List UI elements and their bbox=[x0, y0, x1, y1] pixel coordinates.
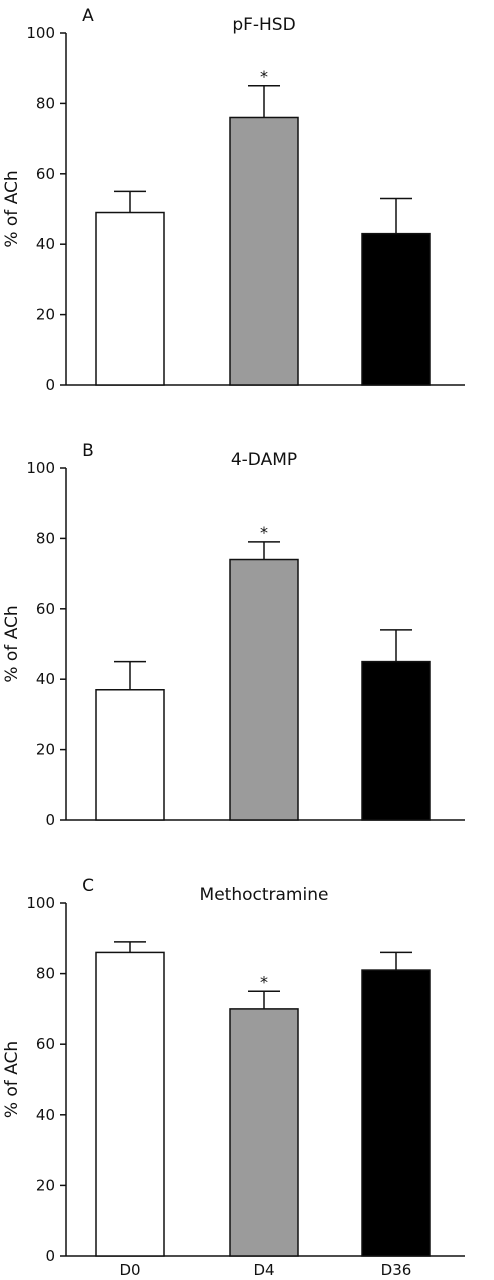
y-tick-label: 80 bbox=[36, 529, 55, 547]
panel-letter: B bbox=[82, 441, 94, 461]
panel-b: 0 20 40 60 80 100 % of ACh B 4-DAMP * bbox=[2, 441, 465, 829]
y-tick-label: 0 bbox=[45, 376, 55, 394]
y-axis-label: % of ACh bbox=[2, 1041, 22, 1118]
panel-letter: C bbox=[82, 876, 94, 896]
panel-c: 0 20 40 60 80 100 % of ACh C Methoctramine * D0 D4 D… bbox=[2, 876, 465, 1279]
bar-d0 bbox=[95, 689, 165, 821]
y-tick-label: 0 bbox=[45, 1247, 55, 1265]
y-tick-label: 100 bbox=[26, 459, 55, 477]
y-tick-label: 60 bbox=[36, 600, 55, 618]
significance-star: * bbox=[260, 67, 268, 86]
y-tick-label: 80 bbox=[36, 94, 55, 112]
y-tick-label: 100 bbox=[26, 894, 55, 912]
bar-d36 bbox=[361, 660, 431, 821]
y-tick-label: 80 bbox=[36, 965, 55, 983]
bar-d36 bbox=[361, 969, 431, 1257]
y-tick-label: 20 bbox=[36, 306, 55, 324]
y-tick-label: 60 bbox=[36, 1035, 55, 1053]
bar-d4 bbox=[229, 1008, 299, 1257]
x-tick-label: D36 bbox=[381, 1261, 412, 1279]
y-tick-label: 100 bbox=[26, 24, 55, 42]
panel-letter: A bbox=[82, 6, 94, 26]
y-tick-label: 40 bbox=[36, 235, 55, 253]
y-axis-label: % of ACh bbox=[2, 605, 22, 682]
significance-star: * bbox=[260, 972, 268, 991]
panel-title: pF-HSD bbox=[232, 15, 295, 35]
panel-title: 4-DAMP bbox=[231, 450, 297, 470]
bar-d4 bbox=[229, 116, 299, 386]
panel-a: 0 20 40 60 80 100 % of ACh A pF-HSD * bbox=[2, 6, 465, 394]
y-tick-label: 0 bbox=[45, 811, 55, 829]
x-tick-label: D4 bbox=[253, 1261, 274, 1279]
y-axis-label: % of ACh bbox=[2, 170, 22, 247]
bar-d36 bbox=[361, 232, 431, 386]
panel-title: Methoctramine bbox=[200, 885, 329, 905]
bar-d0 bbox=[95, 211, 165, 386]
significance-star: * bbox=[260, 523, 268, 542]
y-tick-label: 20 bbox=[36, 1176, 55, 1194]
x-tick-label: D0 bbox=[119, 1261, 140, 1279]
bar-d4 bbox=[229, 558, 299, 821]
y-tick-label: 20 bbox=[36, 741, 55, 759]
y-tick-label: 40 bbox=[36, 1106, 55, 1124]
y-tick-label: 60 bbox=[36, 165, 55, 183]
y-tick-label: 40 bbox=[36, 670, 55, 688]
bar-d0 bbox=[95, 951, 165, 1257]
